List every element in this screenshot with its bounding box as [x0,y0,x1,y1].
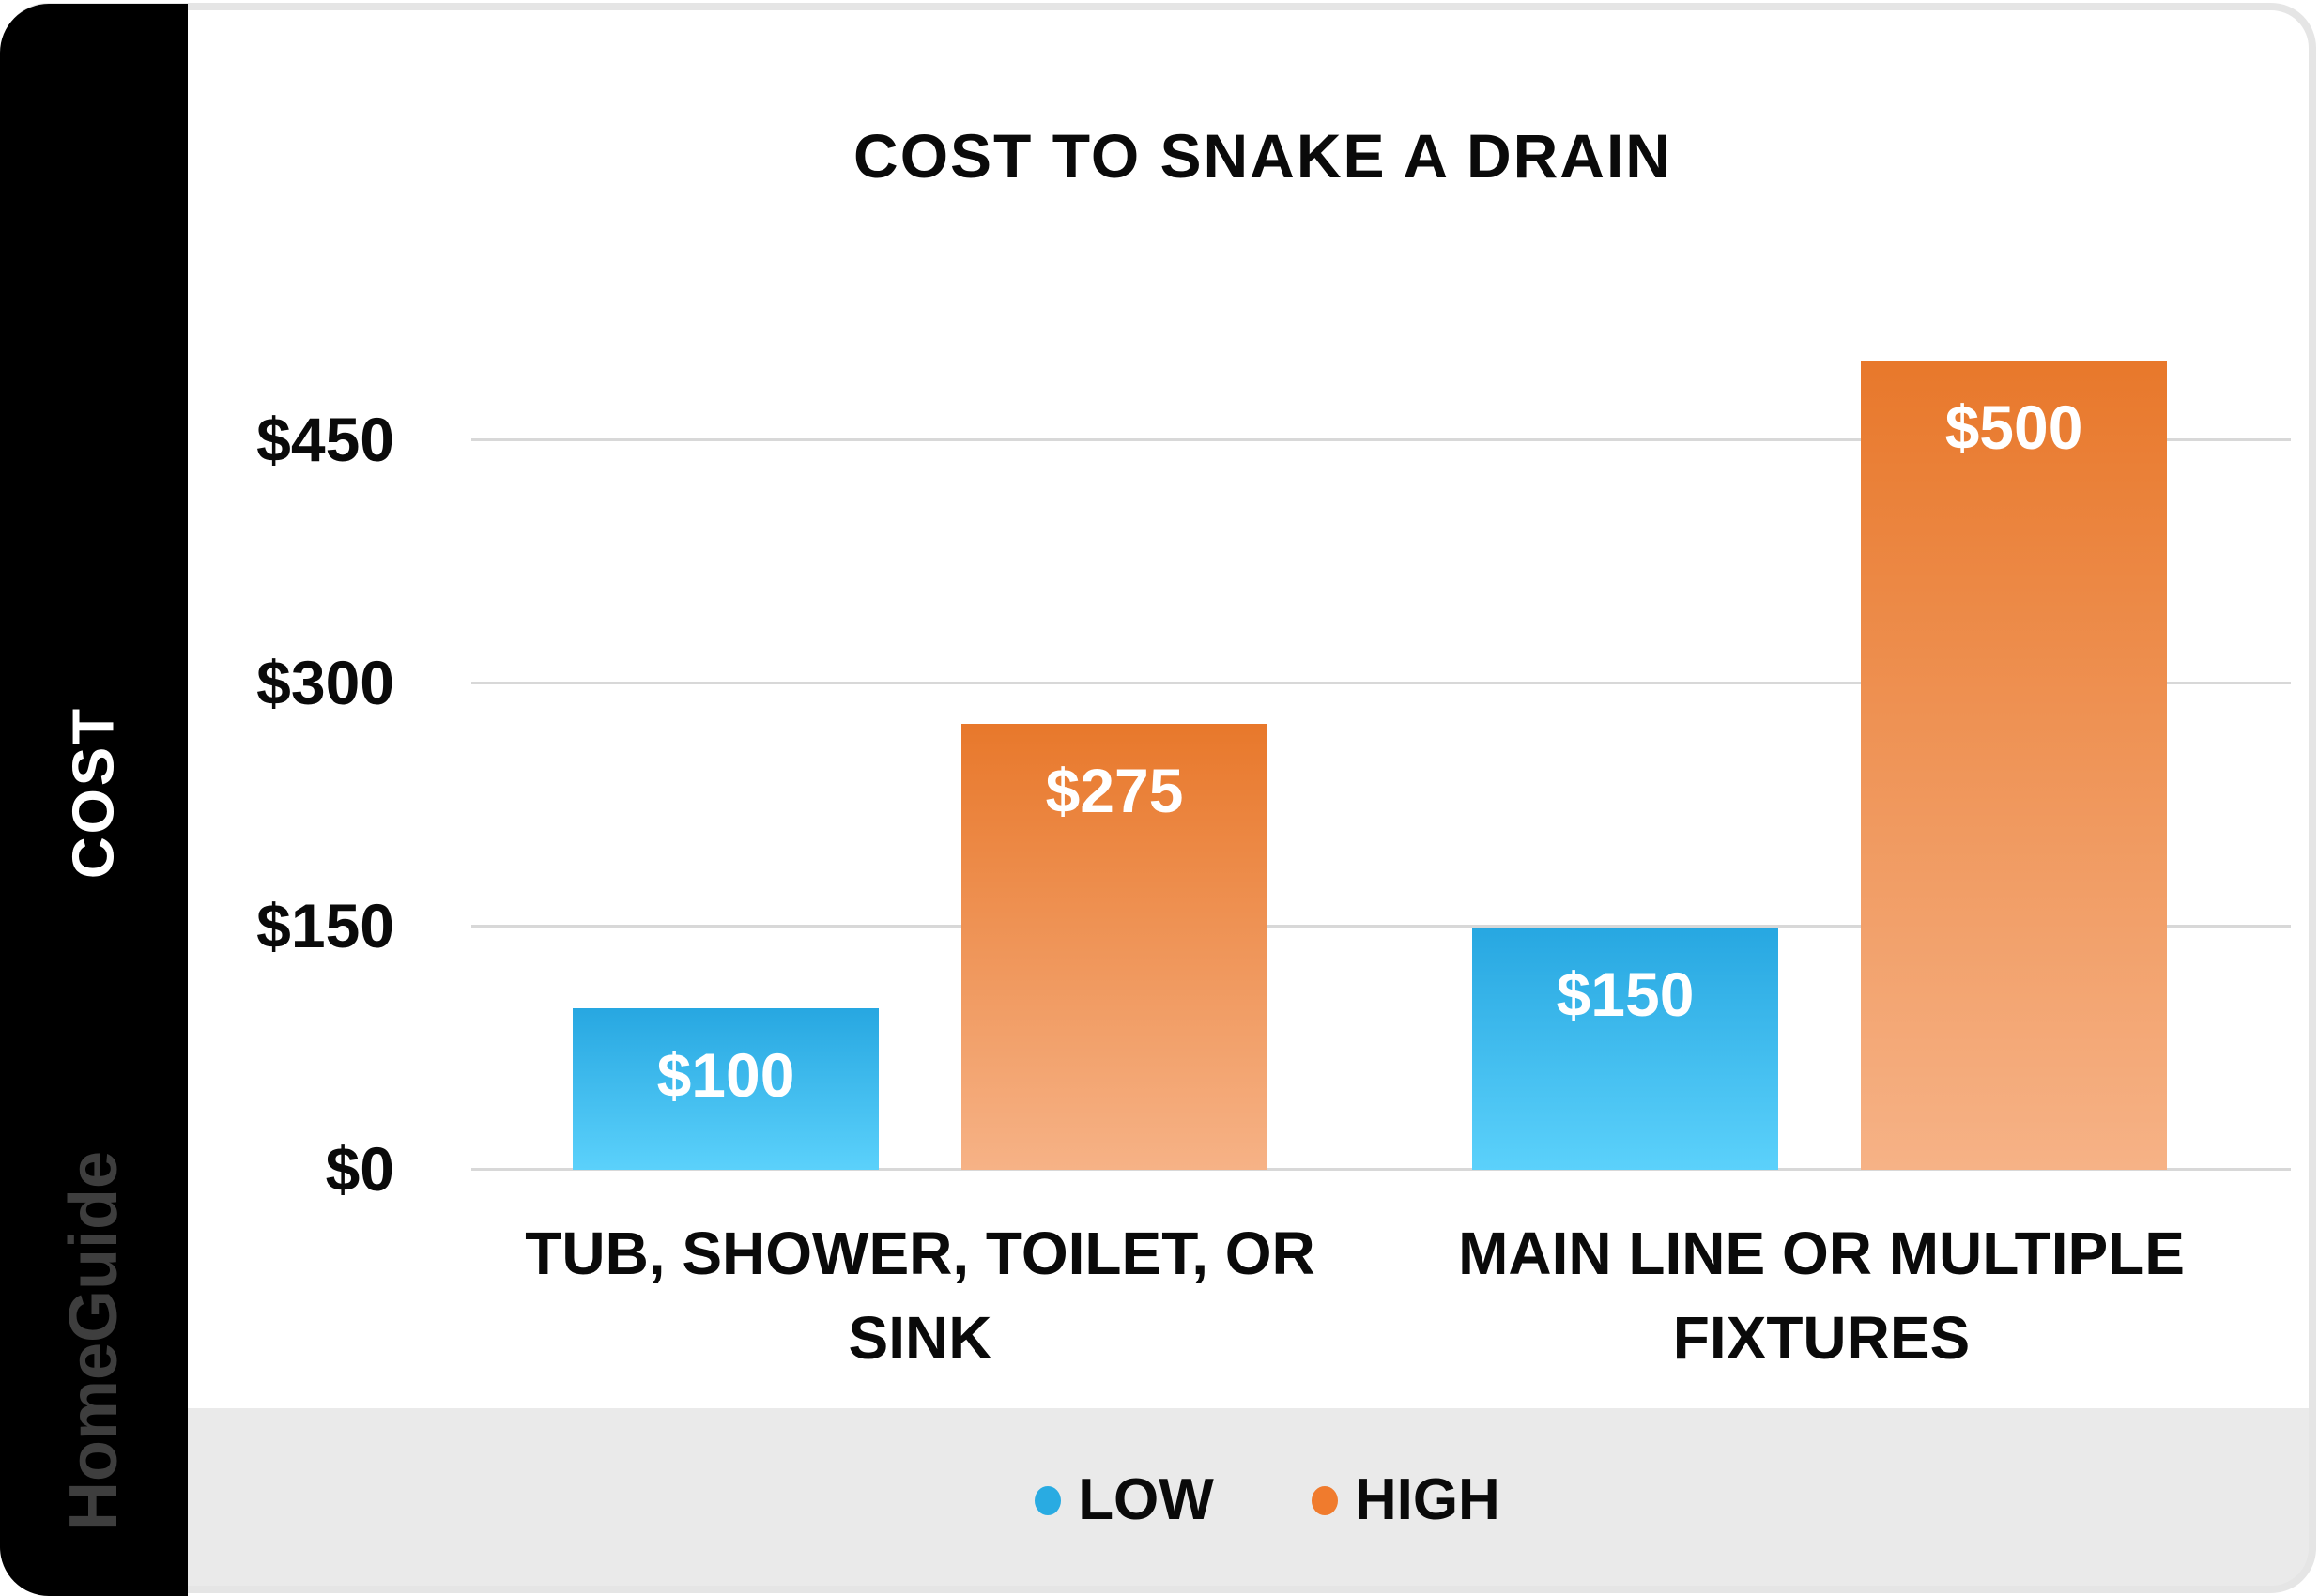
y-tick-150: $150 [256,891,394,960]
y-tick-450: $450 [256,405,394,474]
y-tick-0: $0 [325,1134,394,1204]
bar-high-main-line: $500 [1861,361,2167,1170]
bar-low-tub-shower: $100 [573,1008,879,1170]
legend-item-high: HIGH [1311,1467,1500,1532]
legend: LOW HIGH [225,1470,2310,1530]
x-category-line: MAIN LINE OR MULTIPLE [1458,1220,2185,1287]
legend-label-low: LOW [1078,1467,1214,1532]
legend-item-low: LOW [1035,1470,1214,1530]
legend-label-high: HIGH [1354,1467,1500,1532]
y-tick-300: $300 [256,648,394,717]
gridline-450 [471,438,2291,441]
x-category-line: SINK [848,1304,992,1372]
x-category-tub-shower: TUB, SHOWER, TOILET, OR SINK [404,1211,1436,1380]
high-series-dot-icon [1311,1485,1338,1515]
legend-band [188,1408,2310,1587]
gridline-0 [471,1168,2291,1171]
homeguide-watermark: HomeGuide [56,1150,131,1531]
bar-value-label: $275 [1045,756,1184,825]
low-series-dot-icon [1035,1485,1062,1515]
chart-title: COST TO SNAKE A DRAIN [853,121,1672,191]
x-category-line: TUB, SHOWER, TOILET, OR [525,1220,1315,1287]
bar-value-label: $500 [1944,392,2083,462]
gridline-300 [471,682,2291,684]
x-category-line: FIXTURES [1672,1304,1971,1372]
sidebar: COST HomeGuide [0,4,188,1596]
bar-value-label: $100 [656,1040,795,1110]
bar-high-tub-shower: $275 [961,724,1267,1170]
y-axis-title: COST [61,705,127,880]
bar-value-label: $150 [1556,959,1695,1029]
x-category-main-line: MAIN LINE OR MULTIPLE FIXTURES [1305,1211,2319,1380]
bar-low-main-line: $150 [1472,928,1778,1170]
gridline-150 [471,925,2291,928]
